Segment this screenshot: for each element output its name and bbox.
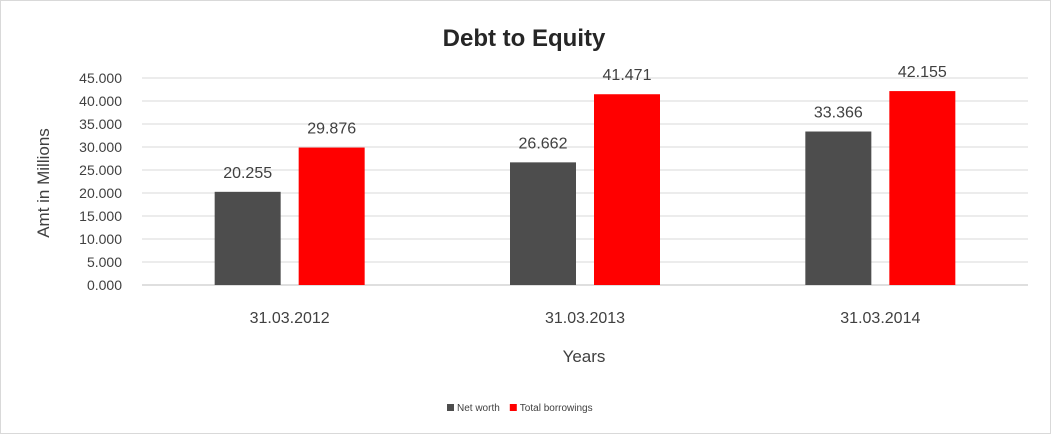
gridlines [142,77,1028,286]
data-labels: 20.255 29.876 26.662 41.471 33.366 42.155 [223,64,947,182]
data-label: 26.662 [519,135,568,152]
y-tick-label: 0.000 [87,277,122,293]
legend-swatch [509,404,517,411]
data-label: 42.155 [898,64,947,81]
legend: Net worth Total borrowings [447,403,593,414]
chart-title: Debt to Equity [443,25,606,52]
x-category-label: 31.03.2014 [840,310,920,327]
y-tick-label: 15.000 [79,208,122,224]
y-tick-label: 20.000 [79,185,122,201]
y-tick-label: 30.000 [79,139,122,155]
x-category-label: 31.03.2013 [545,310,625,327]
bar-net-worth [510,162,576,285]
bars [214,91,956,285]
y-tick-label: 25.000 [79,162,122,178]
bar-total-borrowings [594,94,660,285]
data-label: 33.366 [814,105,863,122]
bar-net-worth [214,191,281,285]
legend-label: Total borrowings [520,403,593,414]
x-axis-categories: 31.03.2012 31.03.2013 31.03.2014 [250,310,921,327]
x-category-label: 31.03.2012 [250,310,330,327]
legend-swatch [447,404,454,411]
legend-label: Net worth [457,403,500,414]
y-tick-label: 45.000 [79,70,122,86]
data-label: 29.876 [307,121,356,138]
data-label: 20.255 [223,165,272,182]
bar-total-borrowings [298,147,365,285]
y-tick-label: 10.000 [79,231,122,247]
data-label: 41.471 [603,67,652,84]
y-tick-label: 5.000 [87,254,122,270]
y-tick-label: 35.000 [79,116,122,132]
y-axis-ticks: 0.000 5.000 10.000 15.000 20.000 25.000 30.000… [79,70,122,293]
y-tick-label: 40.000 [79,93,122,109]
bar-total-borrowings [889,91,956,285]
y-axis-title: Amt in Millions [34,128,53,238]
bar-net-worth [805,131,872,285]
x-axis-title: Years [563,347,606,366]
